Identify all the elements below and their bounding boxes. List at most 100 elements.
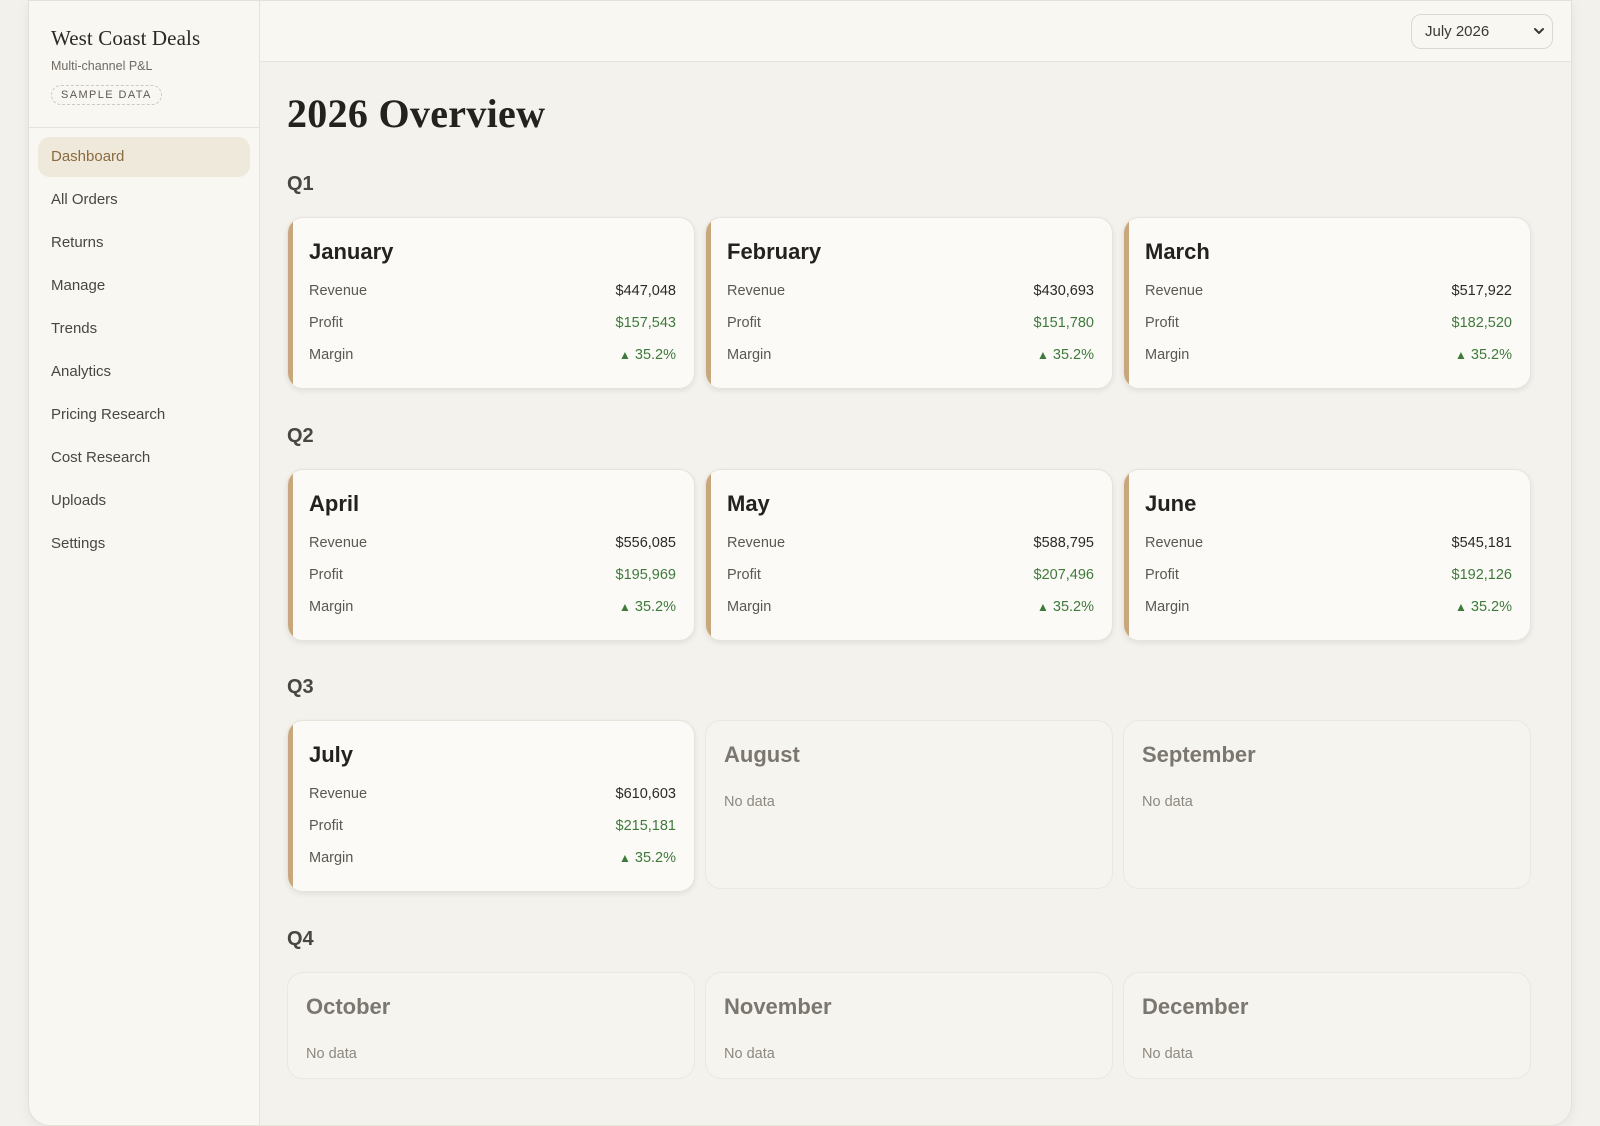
margin-label: Margin bbox=[309, 347, 354, 363]
revenue-value: $430,693 bbox=[1033, 283, 1094, 299]
margin-value: ▲ 35.2% bbox=[619, 347, 676, 367]
revenue-row: Revenue $610,603 bbox=[309, 786, 676, 806]
no-data-label: No data bbox=[724, 794, 775, 810]
revenue-row: Revenue $517,922 bbox=[1145, 283, 1512, 303]
month-name: June bbox=[1145, 491, 1197, 516]
no-data-label: No data bbox=[1142, 794, 1193, 810]
sidebar-item-uploads[interactable]: Uploads bbox=[51, 492, 107, 509]
month-name: March bbox=[1145, 239, 1210, 264]
revenue-label: Revenue bbox=[309, 283, 368, 299]
margin-row: Margin ▲ 35.2% bbox=[1145, 599, 1512, 619]
sidebar-item-returns[interactable]: Returns bbox=[51, 234, 104, 251]
revenue-label: Revenue bbox=[1145, 535, 1204, 551]
margin-row: Margin ▲ 35.2% bbox=[309, 850, 676, 870]
month-name: February bbox=[727, 239, 822, 264]
margin-value: ▲ 35.2% bbox=[619, 599, 676, 619]
month-card-january[interactable]: January Revenue $447,048 Profit $157,543 Marg… bbox=[287, 217, 695, 389]
revenue-row: Revenue $556,085 bbox=[309, 535, 676, 555]
revenue-value: $517,922 bbox=[1451, 283, 1512, 299]
profit-row: Profit $195,969 bbox=[309, 567, 676, 587]
margin-label: Margin bbox=[309, 850, 354, 866]
profit-value: $192,126 bbox=[1451, 567, 1512, 583]
topbar: July 2026 bbox=[260, 1, 1571, 62]
month-name: May bbox=[727, 491, 770, 516]
profit-value: $151,780 bbox=[1033, 315, 1094, 331]
revenue-value: $610,603 bbox=[615, 786, 676, 802]
month-card-march[interactable]: March Revenue $517,922 Profit $182,520 Margin… bbox=[1123, 217, 1531, 389]
sidebar-nav: Dashboard All Orders Returns Manage Tren… bbox=[29, 128, 259, 564]
revenue-value: $545,181 bbox=[1451, 535, 1512, 551]
revenue-row: Revenue $447,048 bbox=[309, 283, 676, 303]
margin-label: Margin bbox=[727, 347, 772, 363]
sidebar: West Coast Deals Multi-channel P&L SAMPL… bbox=[29, 1, 260, 1125]
sidebar-item-manage[interactable]: Manage bbox=[51, 277, 106, 294]
month-name: October bbox=[306, 994, 391, 1019]
month-card-june[interactable]: June Revenue $545,181 Profit $192,126 Margin ▲… bbox=[1123, 469, 1531, 641]
sidebar-item-analytics[interactable]: Analytics bbox=[51, 363, 112, 380]
profit-row: Profit $192,126 bbox=[1145, 567, 1512, 587]
month-select[interactable]: July 2026 bbox=[1411, 14, 1553, 49]
sidebar-item-dashboard[interactable]: Dashboard bbox=[38, 137, 250, 177]
profit-label: Profit bbox=[727, 567, 761, 583]
no-data-label: No data bbox=[1142, 1046, 1193, 1062]
month-name: December bbox=[1142, 994, 1249, 1019]
profit-label: Profit bbox=[309, 315, 343, 331]
profit-value: $157,543 bbox=[615, 315, 676, 331]
month-card-august[interactable]: August No data bbox=[705, 720, 1113, 889]
sample-data-badge: SAMPLE DATA bbox=[51, 85, 162, 105]
revenue-row: Revenue $545,181 bbox=[1145, 535, 1512, 555]
profit-row: Profit $207,496 bbox=[727, 567, 1094, 587]
sidebar-item-trends[interactable]: Trends bbox=[51, 320, 98, 337]
month-name: July bbox=[309, 742, 354, 767]
margin-percent: 35.2% bbox=[1470, 599, 1512, 615]
sidebar-item-pricing-research[interactable]: Pricing Research bbox=[51, 406, 166, 423]
up-arrow-icon: ▲ bbox=[1036, 600, 1049, 614]
brand: West Coast Deals Multi-channel P&L SAMPL… bbox=[29, 1, 259, 128]
profit-value: $207,496 bbox=[1033, 567, 1094, 583]
profit-value: $182,520 bbox=[1451, 315, 1512, 331]
profit-row: Profit $157,543 bbox=[309, 315, 676, 335]
quarter-label-q3: Q3 bbox=[287, 676, 314, 698]
month-card-may[interactable]: May Revenue $588,795 Profit $207,496 Margin ▲ 3… bbox=[705, 469, 1113, 641]
month-card-april[interactable]: April Revenue $556,085 Profit $195,969 Margin… bbox=[287, 469, 695, 641]
profit-label: Profit bbox=[1145, 567, 1179, 583]
month-name: January bbox=[309, 239, 394, 264]
margin-row: Margin ▲ 35.2% bbox=[1145, 347, 1512, 367]
sidebar-item-settings[interactable]: Settings bbox=[51, 535, 106, 552]
up-arrow-icon: ▲ bbox=[618, 851, 631, 865]
revenue-value: $588,795 bbox=[1033, 535, 1094, 551]
margin-value: ▲ 35.2% bbox=[1455, 599, 1512, 619]
quarter-label-q2: Q2 bbox=[287, 425, 314, 447]
month-card-november[interactable]: November No data bbox=[705, 972, 1113, 1079]
margin-percent: 35.2% bbox=[1470, 347, 1512, 363]
month-card-october[interactable]: October No data bbox=[287, 972, 695, 1079]
revenue-label: Revenue bbox=[309, 786, 368, 802]
margin-value: ▲ 35.2% bbox=[619, 850, 676, 870]
quarter-label-q4: Q4 bbox=[287, 928, 314, 950]
month-card-september[interactable]: September No data bbox=[1123, 720, 1531, 889]
revenue-value: $447,048 bbox=[615, 283, 676, 299]
margin-label: Margin bbox=[309, 599, 354, 615]
margin-percent: 35.2% bbox=[634, 599, 676, 615]
month-name: September bbox=[1142, 742, 1256, 767]
revenue-label: Revenue bbox=[727, 283, 786, 299]
month-card-december[interactable]: December No data bbox=[1123, 972, 1531, 1079]
profit-label: Profit bbox=[309, 818, 343, 834]
month-name: August bbox=[724, 742, 800, 767]
month-name: November bbox=[724, 994, 832, 1019]
quarter-label-q1: Q1 bbox=[287, 173, 314, 195]
margin-row: Margin ▲ 35.2% bbox=[309, 347, 676, 367]
margin-label: Margin bbox=[1145, 599, 1190, 615]
up-arrow-icon: ▲ bbox=[1454, 600, 1467, 614]
month-card-february[interactable]: February Revenue $430,693 Profit $151,780 Mar… bbox=[705, 217, 1113, 389]
margin-row: Margin ▲ 35.2% bbox=[727, 599, 1094, 619]
margin-value: ▲ 35.2% bbox=[1455, 347, 1512, 367]
month-card-july[interactable]: July Revenue $610,603 Profit $215,181 Margin ▲… bbox=[287, 720, 695, 892]
app-window: West Coast Deals Multi-channel P&L SAMPL… bbox=[28, 0, 1572, 1126]
month-name: April bbox=[309, 491, 360, 516]
revenue-label: Revenue bbox=[727, 535, 786, 551]
profit-value: $195,969 bbox=[615, 567, 676, 583]
profit-label: Profit bbox=[1145, 315, 1179, 331]
sidebar-item-all-orders[interactable]: All Orders bbox=[51, 191, 118, 208]
sidebar-item-cost-research[interactable]: Cost Research bbox=[51, 449, 151, 466]
